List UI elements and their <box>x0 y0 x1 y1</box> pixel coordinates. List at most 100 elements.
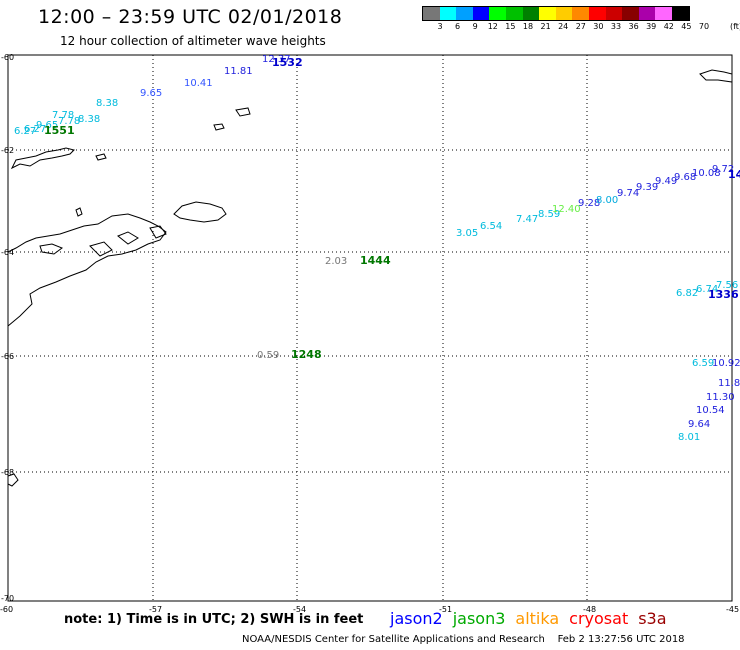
latitude-labels: -60 -62 -64 -66 -68 -70 <box>1 53 14 603</box>
legend-color-bar <box>422 6 690 21</box>
pass-time-label: 1551 <box>44 124 75 137</box>
wave-height-value: 8.59 <box>538 209 560 220</box>
wave-height-value: 7.78 <box>52 110 74 121</box>
pass-time-label: 1336 <box>708 288 739 301</box>
pass-time-label: 1445 <box>728 168 740 181</box>
satellite-label-jason2: jason2 <box>390 609 443 628</box>
legend-tick-label: 39 <box>646 22 657 31</box>
wave-height-value: 10.41 <box>184 78 213 89</box>
lon-label: -45 <box>726 605 739 614</box>
wave-height-value: 7.78 <box>58 116 80 127</box>
wave-height-value: 9.68 <box>674 172 696 183</box>
wave-height-value: 6.59 <box>692 358 714 369</box>
legend-swatch <box>655 7 672 20</box>
legend-swatch <box>588 7 606 20</box>
wave-height-value: 9.28 <box>578 198 600 209</box>
lat-label: -66 <box>1 352 14 361</box>
legend-swatch <box>472 7 490 20</box>
legend-tick-label: 45 <box>681 22 692 31</box>
lon-label: -60 <box>0 605 13 614</box>
map-frame <box>7 54 733 602</box>
map-note: note: 1) Time is in UTC; 2) SWH is in fe… <box>64 612 364 627</box>
wave-height-value: 7.47 <box>516 214 538 225</box>
pass-time-label: 1248 <box>291 348 322 361</box>
credit-line: NOAA/NESDIS Center for Satellite Applica… <box>242 634 685 645</box>
wave-height-value: 7.56 <box>716 280 738 291</box>
legend-swatch <box>539 7 556 20</box>
legend-unit: (ft) <box>730 22 740 31</box>
wave-height-value: 10.08 <box>692 168 721 179</box>
legend-swatch <box>605 7 623 20</box>
graticule <box>8 55 732 601</box>
wave-height-value: 9.74 <box>617 188 639 199</box>
wave-height-value: 11.30 <box>706 392 735 403</box>
wave-height-value: 11.81 <box>224 66 253 77</box>
legend-tick-label: 30 <box>593 22 604 31</box>
wave-height-value: 9.72 <box>712 164 734 175</box>
coast-shetland-islands <box>10 147 75 170</box>
satellite-label-cryosat: cryosat <box>569 609 629 628</box>
legend-swatch <box>505 7 523 20</box>
legend-tick-label: 24 <box>558 22 569 31</box>
wave-height-value: 0.59 <box>257 350 279 361</box>
legend-swatch <box>423 7 440 20</box>
wave-height-value: 6.82 <box>676 288 698 299</box>
wave-height-value: 8.38 <box>78 114 100 125</box>
legend-swatch <box>522 7 540 20</box>
legend-tick-label: 21 <box>540 22 551 31</box>
lon-label: -48 <box>583 605 596 614</box>
wave-height-value: 9.64 <box>688 419 710 430</box>
satellite-label-jason3: jason3 <box>452 609 506 628</box>
wave-height-value: 6.54 <box>480 221 502 232</box>
wave-height-value: 11.8 <box>718 378 740 389</box>
map-subtitle: 12 hour collection of altimeter wave hei… <box>60 34 326 48</box>
wave-height-value: 12.37 <box>262 54 291 65</box>
wave-height-value: 6.27 <box>24 124 46 135</box>
wave-height-value: 2.03 <box>325 256 347 267</box>
lat-label: -62 <box>1 146 14 155</box>
wave-height-value: 8.38 <box>96 98 118 109</box>
lon-label: -57 <box>149 605 162 614</box>
wave-height-value: 10.92 <box>712 358 740 369</box>
legend-tick-label: 36 <box>628 22 639 31</box>
generated-timestamp: Feb 2 13:27:56 UTC 2018 <box>557 634 685 645</box>
legend-tick-label: 9 <box>472 22 478 31</box>
satellite-tracks: 6.277.788.389.6510.4111.8112.3715326.277… <box>14 54 740 443</box>
legend-tick-label: 3 <box>437 22 443 31</box>
legend-swatch <box>456 7 473 20</box>
wave-height-value: 8.00 <box>596 195 618 206</box>
legend-tick-label: 33 <box>610 22 622 31</box>
longitude-labels: -60 -57 -54 -51 -48 -45 <box>0 605 739 614</box>
legend-tick-label: 12 <box>487 22 498 31</box>
coast-joinville-island <box>173 201 227 223</box>
satellite-legend: jason2 jason3 altika cryosat s3a <box>390 609 677 628</box>
legend-tick-label: 42 <box>663 22 674 31</box>
legend-swatch <box>622 7 639 20</box>
legend-swatch <box>638 7 656 20</box>
wave-height-value: 3.05 <box>456 228 478 239</box>
legend-tick-label: 18 <box>522 22 534 31</box>
lat-label: -64 <box>1 248 14 257</box>
wave-height-value: 9.65 <box>140 88 162 99</box>
wave-height-value: 6.27 <box>14 126 36 137</box>
coastlines <box>7 69 733 487</box>
satellite-label-s3a: s3a <box>638 609 667 628</box>
pass-time-label: 1532 <box>272 56 303 69</box>
lon-label: -54 <box>293 605 306 614</box>
legend-tick-label: 15 <box>505 22 516 31</box>
lat-label: -70 <box>1 594 14 603</box>
map-title: 12:00 – 23:59 UTC 02/01/2018 <box>38 6 343 28</box>
legend-swatch <box>572 7 589 20</box>
wave-height-value: 8.01 <box>678 432 700 443</box>
wave-height-value: 9.39 <box>636 182 658 193</box>
lat-label: -68 <box>1 468 14 477</box>
coast-antarctic-peninsula <box>7 213 167 327</box>
wave-height-value: 6.74 <box>696 284 718 295</box>
lat-label: -60 <box>1 53 14 62</box>
wave-height-value: 9.65 <box>36 120 58 131</box>
legend-swatch <box>555 7 573 20</box>
lon-label: -51 <box>439 605 452 614</box>
satellite-label-altika: altika <box>515 609 560 628</box>
